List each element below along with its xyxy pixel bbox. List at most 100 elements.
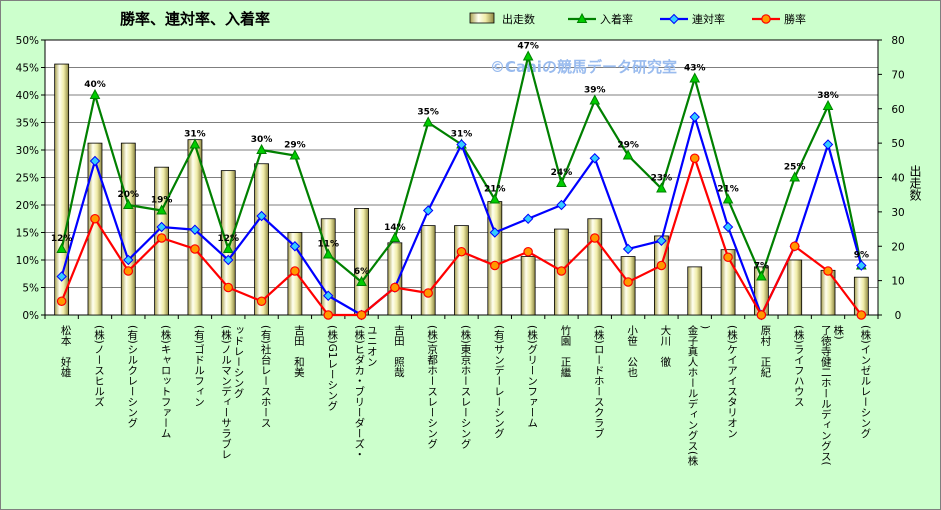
point-入着率 (189, 138, 201, 149)
x-axis-labels: 松本 好雄 (株)ノースヒルズ (有)シルクレーシング (株)キャロットファーム (有)… (60, 324, 872, 466)
x-tick-label: 吉田 和美 (293, 325, 305, 378)
point-連対率 (856, 260, 867, 271)
legend-marker-入着率 (576, 12, 588, 23)
y-left-tick-label: 15% (16, 228, 39, 240)
x-tick-label-group: 松本 好雄 (60, 324, 72, 378)
y-right-tick-label: 50 (891, 138, 904, 150)
y-left-tick-label: 45% (16, 63, 39, 75)
point-勝率 (156, 233, 167, 243)
data-label: 12% (217, 234, 239, 244)
x-tick-label: (株)インゼルレーシング (859, 325, 871, 438)
point-勝率 (456, 246, 467, 257)
point-入着率 (422, 116, 434, 127)
point-勝率 (356, 310, 367, 320)
point-勝率 (490, 260, 500, 271)
point-入着率 (522, 50, 534, 61)
x-tick-label: (有)ゴドルフィン (193, 325, 205, 407)
point-入着率 (756, 270, 767, 281)
data-label: 6% (354, 267, 369, 277)
point-連対率 (522, 213, 534, 224)
x-tick-label-group: 竹園 正繼 (559, 324, 571, 377)
legend: 出走数 入着率 連対率 勝率 (469, 12, 806, 26)
bar-出走数 (520, 256, 536, 316)
data-label: 19% (151, 196, 173, 206)
y-left-tick-label: 35% (16, 118, 39, 130)
point-勝率 (856, 310, 867, 320)
x-tick-label-group: (株)ノルマンディーサラブレ ッドレーシング (220, 325, 245, 459)
x-tick-label-group: (株)ヒダカ・ブリーダーズ・ ユニオン (353, 325, 378, 459)
point-勝率 (290, 266, 300, 276)
point-勝率 (190, 244, 200, 254)
point-入着率 (489, 193, 501, 204)
point-連対率 (656, 235, 667, 246)
point-連対率 (323, 290, 334, 301)
point-連対率 (722, 221, 734, 233)
point-勝率 (789, 241, 800, 252)
x-tick-label: (株)キャロットファーム (160, 325, 172, 438)
point-入着率 (822, 99, 834, 110)
data-label: 21% (717, 185, 739, 195)
x-tick-label-group: (株)ケイアイスタリオン (726, 325, 738, 438)
point-入着率 (289, 149, 301, 160)
point-勝率 (123, 266, 134, 276)
x-tick-label: 松本 好雄 (60, 324, 72, 378)
x-tick-label-group: (株)インゼルレーシング (859, 325, 871, 438)
x-tick-label-group: (株)京都ホースレーシング (426, 325, 438, 449)
point-入着率 (789, 171, 801, 182)
data-label: 29% (617, 141, 639, 151)
point-勝率 (689, 153, 700, 164)
x-tick-label-group: (株)ノースヒルズ (93, 325, 105, 407)
data-label: 40% (84, 80, 106, 90)
x-tick-label-group: 金子真人ホールディングス(株) (686, 324, 711, 466)
x-tick-label: (株)ノースヒルズ (93, 325, 105, 407)
y-right-tick-label: 0 (895, 310, 902, 322)
data-labels: 12% 40% 20% 19% 31% 12% 30% 29% 11% 6% 14% 35% 31% 21… (51, 42, 869, 278)
point-勝率 (823, 266, 833, 276)
x-tick-label: (株)ヒダカ・ブリーダーズ・ (353, 325, 365, 459)
bar-出走数 (254, 163, 269, 316)
y-left-tick-label: 30% (16, 145, 39, 157)
x-tick-label: 小笹 公也 (626, 325, 638, 378)
point-入着率 (589, 94, 601, 105)
point-勝率 (523, 246, 533, 257)
data-label: 43% (684, 64, 706, 74)
data-label: 7% (754, 262, 769, 272)
point-入着率 (56, 242, 67, 253)
bar-出走数 (720, 249, 736, 316)
x-tick-label: 吉田 照哉 (393, 325, 405, 378)
chart-title: 勝率、連対率、入着率 (120, 10, 270, 28)
x-tick-label: (株)ライフハウス (793, 325, 805, 407)
point-勝率 (623, 277, 633, 287)
point-入着率 (656, 182, 667, 193)
x-tick-label-group: (有)ゴドルフィン (193, 325, 205, 407)
y-left-tick-label: 20% (16, 200, 39, 212)
legend-marker-連対率 (668, 13, 680, 25)
legend-label-入着率: 入着率 (600, 12, 633, 26)
data-label: 30% (251, 135, 273, 145)
y-left-tick-label: 5% (22, 283, 39, 295)
watermark: ©Caniの競馬データ研究室 (490, 58, 677, 76)
point-勝率 (323, 310, 334, 320)
y-left-tick-label: 10% (16, 255, 39, 267)
x-tick-label-group: (株)グリーンファーム (526, 325, 538, 428)
point-連対率 (422, 205, 434, 216)
point-連対率 (622, 243, 634, 255)
point-勝率 (56, 296, 67, 307)
y-axis-right-label: 出走数 (908, 165, 922, 202)
legend-swatch-出走数 (469, 12, 495, 24)
y-left-tick-label: 0% (22, 310, 39, 322)
data-label: 9% (854, 251, 869, 261)
x-tick-label: (株)ノルマンディーサラブレ (220, 325, 232, 459)
point-連対率 (156, 221, 167, 233)
x-tick-label-group: (有)シルクレーシング (126, 325, 138, 428)
y-left-tick-label: 40% (16, 90, 39, 102)
y-right-tick-label: 30 (891, 207, 904, 219)
x-tick-label: (有)社台レースホース (260, 325, 272, 428)
bar-出走数 (120, 142, 136, 316)
point-連対率 (589, 153, 600, 164)
x-tick-label-group: (有)サンデーレーシング (493, 325, 505, 438)
point-連対率 (456, 139, 467, 150)
x-tick-label-group: (株)G1レーシング (326, 325, 338, 411)
point-連対率 (289, 241, 301, 252)
data-label: 20% (118, 190, 140, 200)
